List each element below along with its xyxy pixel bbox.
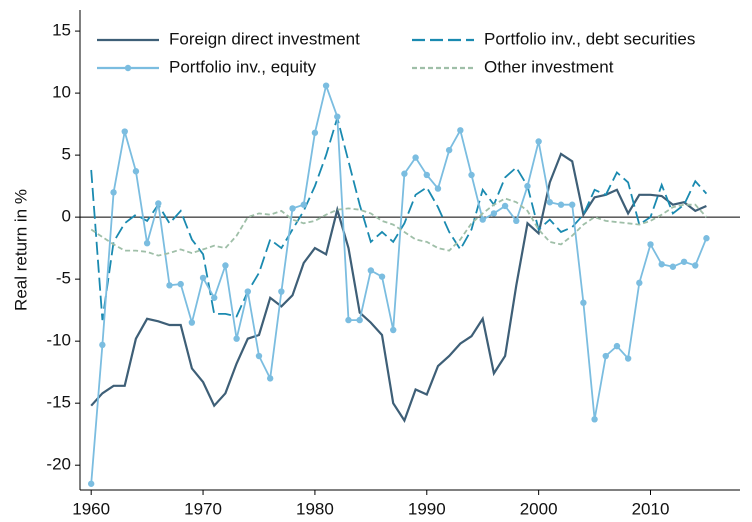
- series-marker: [110, 189, 117, 196]
- y-tick-label: -5: [56, 269, 71, 288]
- series-line: [90, 114, 708, 321]
- series-marker: [334, 113, 341, 120]
- series-line: [90, 152, 707, 423]
- series-marker: [412, 154, 419, 161]
- series-marker: [390, 326, 397, 334]
- series-marker: [87, 480, 95, 487]
- series-marker: [569, 201, 576, 208]
- y-tick-label: -10: [46, 331, 71, 350]
- series-marker: [401, 170, 408, 177]
- y-tick-label: 15: [52, 21, 71, 40]
- series-marker: [513, 217, 520, 225]
- series-marker: [222, 262, 229, 269]
- y-tick-label: 10: [52, 83, 71, 102]
- series-marker: [591, 416, 598, 423]
- series-marker: [322, 82, 330, 89]
- series-marker: [457, 127, 464, 134]
- series-marker: [143, 239, 151, 247]
- series-marker: [546, 199, 554, 206]
- y-tick-label: -15: [46, 393, 71, 412]
- legend-label: Portfolio inv., equity: [169, 57, 317, 76]
- series-marker: [177, 280, 184, 288]
- series-marker: [233, 335, 240, 342]
- legend-label: Foreign direct investment: [169, 29, 360, 48]
- series-marker: [602, 352, 609, 360]
- series-marker: [624, 355, 632, 362]
- series-marker: [244, 288, 251, 295]
- series-line: [90, 197, 708, 257]
- series-marker: [166, 282, 173, 289]
- series-marker: [647, 241, 654, 248]
- series-marker: [535, 138, 542, 145]
- series-marker: [501, 202, 509, 210]
- series-marker: [613, 342, 621, 350]
- series-marker: [680, 258, 688, 265]
- series-marker: [658, 261, 665, 268]
- series-marker: [99, 341, 106, 349]
- x-tick-label: 2000: [520, 499, 558, 518]
- series-marker: [479, 216, 486, 223]
- legend-marker: [124, 64, 132, 72]
- y-tick-label: 0: [62, 207, 71, 226]
- x-tick-label: 1990: [408, 499, 446, 518]
- series-marker: [557, 201, 565, 208]
- legend-label: Portfolio inv., debt securities: [484, 29, 695, 48]
- series-marker: [692, 262, 699, 269]
- series-marker: [636, 279, 643, 287]
- series-marker: [311, 129, 319, 136]
- series-marker: [356, 316, 363, 324]
- series-marker: [266, 375, 274, 382]
- series-marker: [300, 201, 307, 208]
- series-marker: [278, 288, 285, 295]
- series-marker: [434, 185, 442, 192]
- series-marker: [121, 128, 128, 135]
- x-tick-label: 2010: [632, 499, 670, 518]
- x-tick-label: 1970: [184, 499, 222, 518]
- x-tick-label: 1960: [72, 499, 110, 518]
- series-marker: [423, 171, 430, 179]
- x-tick-label: 1980: [296, 499, 334, 518]
- series-marker: [345, 316, 352, 324]
- series-marker: [188, 319, 196, 326]
- series-marker: [289, 205, 296, 212]
- series-marker: [669, 263, 677, 270]
- series-marker: [367, 267, 375, 274]
- series-marker: [524, 182, 531, 190]
- series-marker: [378, 273, 386, 280]
- legend-label: Other investment: [484, 57, 614, 76]
- y-axis-label: Real return in %: [11, 189, 30, 311]
- series-marker: [211, 294, 218, 301]
- y-tick-label: -20: [46, 455, 71, 474]
- series-marker: [445, 146, 453, 154]
- series-marker: [155, 200, 162, 207]
- series-marker: [703, 235, 710, 242]
- series-marker: [490, 210, 498, 217]
- series-marker: [468, 171, 475, 179]
- series-marker: [132, 168, 140, 175]
- series-marker: [580, 299, 587, 306]
- y-tick-label: 5: [62, 145, 71, 164]
- series-line: [90, 82, 708, 484]
- series-marker: [199, 274, 207, 282]
- series-marker: [255, 352, 263, 360]
